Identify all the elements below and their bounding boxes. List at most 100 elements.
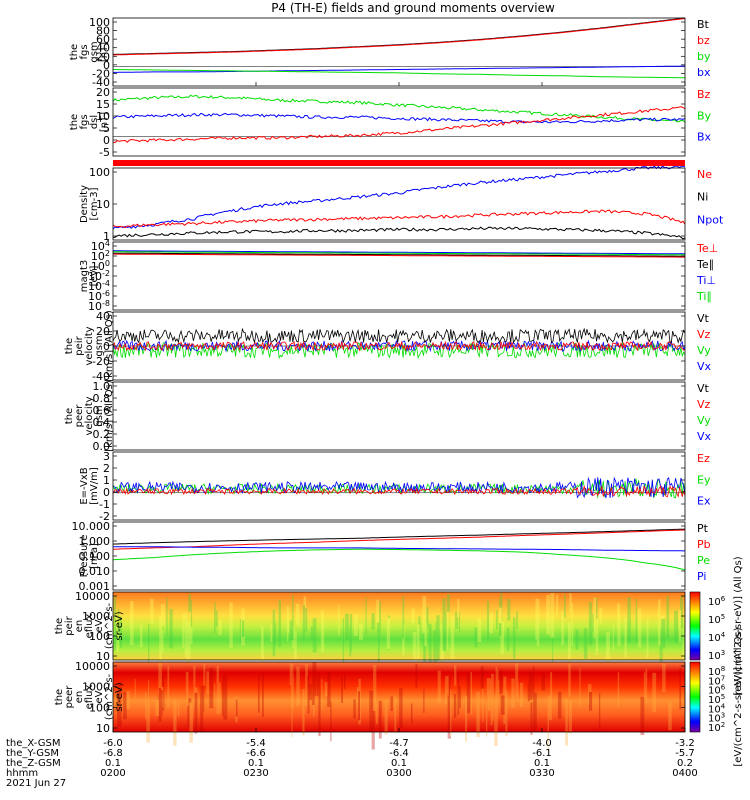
spectrogram-streak (485, 702, 488, 737)
plot-area (113, 168, 685, 240)
colorbar: 106 105 104 103 (689, 591, 726, 662)
legend-entry-ez: Ez (697, 452, 710, 465)
y-tick-label: -2 (99, 510, 110, 523)
x-tick-label: 0330 (529, 768, 554, 779)
spectrogram-streak (214, 601, 216, 633)
legend-entry-vx: Vx (697, 360, 712, 373)
spectrogram-streak (519, 682, 524, 708)
spectrogram-streak (272, 609, 276, 657)
spectrogram-streak (117, 609, 120, 633)
y-tick-label: 3 (103, 450, 110, 463)
y-axis-label: thefgsdsl[nT] (69, 112, 110, 132)
y-axis-label: thefgsgsm[nT] (69, 41, 110, 62)
y-axis-label-line: eflux (84, 614, 95, 639)
y-axis-label-line: fgs (79, 44, 90, 59)
spectrogram-streak (575, 629, 579, 650)
spectrogram-streak (166, 597, 168, 636)
spectrogram-streak (457, 672, 460, 716)
spectrogram-streak (459, 612, 461, 633)
spectrogram-streak (320, 610, 324, 653)
spectrogram-streak (533, 692, 537, 731)
y-tick-label: 15 (96, 98, 110, 111)
y-axis-label-line: dsl (89, 115, 100, 129)
spectrogram-streak (595, 597, 598, 643)
spectrogram-streak (235, 699, 238, 717)
spectrogram-streak (203, 664, 206, 686)
y-axis-label-line: Pressure (79, 535, 90, 578)
y-axis-label-line: peer (64, 685, 75, 709)
colorbar-scale (689, 591, 701, 661)
spectrogram-streak (327, 672, 331, 708)
spectrogram-streak (433, 630, 437, 669)
legend-entry-vt: Vt (697, 312, 710, 325)
y-axis: 100 10 1 (89, 166, 685, 243)
spectrogram-streak (599, 607, 603, 624)
y-tick-label: -1 (99, 498, 110, 511)
legend-entry-ex: Ex (697, 495, 711, 508)
spectrogram-streak (515, 663, 519, 698)
spectrogram-streak (550, 594, 552, 617)
spectrogram-streak (643, 672, 646, 699)
colorbar-label: [eV/(cm^2-s-sr-eV)] (All Qs) (733, 627, 744, 766)
spectrogram-streak (159, 616, 162, 663)
y-tick-label: 1000 (82, 610, 110, 623)
spectrogram-streak (568, 664, 571, 697)
spectrogram-streak (218, 682, 221, 714)
y-tick-label: 1 (103, 230, 110, 243)
spectrogram-streak (278, 599, 281, 647)
spectrogram-streak (536, 600, 540, 646)
y-axis-label: magt3[eV] (79, 260, 100, 293)
y-axis-label-line: [km/s] (All Qs) (104, 380, 115, 452)
spectrogram-streak (682, 627, 685, 660)
y-axis-label-line: the (69, 114, 80, 130)
spectrogram-streak (500, 695, 505, 715)
spectrogram-streak (496, 609, 498, 630)
spectrogram-streak (657, 599, 661, 646)
y-tick-label: 0.100 (79, 550, 111, 563)
spectrogram-streak (491, 673, 494, 721)
spectrogram-streak (321, 679, 323, 711)
y-axis-label: Pressure[nPa] (79, 535, 100, 578)
spectrogram-streak (446, 675, 449, 694)
x-tick-label: -6.1 (532, 748, 552, 759)
spectrogram-streak (186, 620, 191, 664)
legend: Bz By Bx (697, 88, 712, 144)
spectrogram-streak (548, 695, 552, 721)
spectrogram-streak (200, 685, 205, 712)
spectrogram-streak (218, 619, 222, 636)
spectrogram-streak (356, 687, 359, 703)
y-axis-label-line: en (74, 691, 85, 704)
spectrogram-streak (214, 610, 218, 627)
series-line-pe (112, 548, 686, 571)
spectrogram-streak (617, 616, 621, 647)
spectrogram-streak (150, 598, 154, 624)
legend-entry-bx: Bx (697, 131, 712, 144)
y-axis-label-line: [nPa] (89, 543, 100, 569)
spectrogram-streak (415, 664, 418, 689)
legend-entry-npot: Npot (697, 213, 724, 226)
spectrogram-streak (457, 598, 460, 618)
legend-entry-pb: Pb (697, 538, 711, 551)
legend-entry-pe: Pe (697, 554, 710, 567)
series-line-ni (112, 226, 686, 240)
spectrogram-streak (612, 624, 614, 651)
series-line-red (113, 253, 685, 258)
spectrogram-streak (160, 604, 165, 627)
x-tick-label: 0.1 (534, 758, 550, 769)
legend: Ne Ni Npot (697, 168, 724, 226)
spectrogram-streak (617, 672, 620, 708)
colorbar-tick-label: 106 (708, 595, 726, 608)
y-axis-label: E=-VxB[mV/m] (79, 467, 100, 505)
spectrogram-streak (556, 594, 559, 615)
spectrogram-streak (450, 615, 455, 661)
spectrogram-streak (223, 673, 226, 720)
x-tick-label: 0.1 (391, 758, 407, 769)
y-tick-label: 10.000 (72, 520, 111, 533)
spectrogram-streak (239, 618, 241, 644)
spectrogram-streak (569, 593, 572, 613)
spectrogram-streak (209, 668, 214, 709)
series-line-pi (113, 546, 685, 552)
legend: Bt bz by bx (697, 18, 711, 79)
